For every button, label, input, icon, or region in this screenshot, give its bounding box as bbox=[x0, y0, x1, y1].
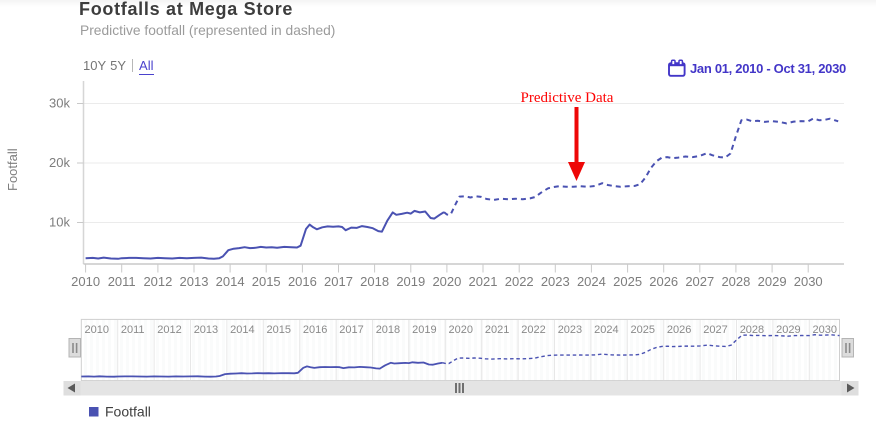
svg-text:2029: 2029 bbox=[758, 274, 787, 289]
svg-text:2030: 2030 bbox=[794, 274, 823, 289]
svg-text:10k: 10k bbox=[49, 215, 70, 230]
svg-text:30k: 30k bbox=[49, 96, 70, 111]
svg-text:2019: 2019 bbox=[396, 274, 425, 289]
svg-text:2024: 2024 bbox=[577, 274, 606, 289]
svg-text:2012: 2012 bbox=[157, 324, 181, 336]
svg-text:2015: 2015 bbox=[267, 324, 291, 336]
svg-text:2018: 2018 bbox=[360, 274, 389, 289]
svg-text:2012: 2012 bbox=[143, 274, 172, 289]
svg-text:Footfall: Footfall bbox=[105, 404, 151, 420]
svg-text:2013: 2013 bbox=[194, 324, 218, 336]
svg-text:2023: 2023 bbox=[541, 274, 570, 289]
svg-text:2030: 2030 bbox=[813, 324, 837, 336]
svg-text:2020: 2020 bbox=[432, 274, 461, 289]
svg-text:2026: 2026 bbox=[667, 324, 691, 336]
svg-text:2018: 2018 bbox=[376, 324, 400, 336]
svg-text:2013: 2013 bbox=[180, 274, 209, 289]
svg-text:2017: 2017 bbox=[324, 274, 353, 289]
svg-text:2022: 2022 bbox=[505, 274, 534, 289]
svg-text:2023: 2023 bbox=[558, 324, 582, 336]
svg-text:2025: 2025 bbox=[613, 274, 642, 289]
svg-text:Footfall: Footfall bbox=[5, 148, 20, 191]
svg-text:2010: 2010 bbox=[71, 274, 100, 289]
svg-text:2022: 2022 bbox=[521, 324, 545, 336]
svg-text:2027: 2027 bbox=[703, 324, 727, 336]
svg-text:2016: 2016 bbox=[288, 274, 317, 289]
svg-text:20k: 20k bbox=[49, 155, 70, 170]
svg-text:2011: 2011 bbox=[121, 324, 145, 336]
svg-text:2021: 2021 bbox=[469, 274, 498, 289]
svg-text:2020: 2020 bbox=[449, 324, 473, 336]
svg-text:2025: 2025 bbox=[631, 324, 655, 336]
svg-text:Predictive Data: Predictive Data bbox=[521, 90, 614, 106]
svg-text:2015: 2015 bbox=[252, 274, 281, 289]
svg-text:2014: 2014 bbox=[230, 324, 254, 336]
svg-text:2019: 2019 bbox=[412, 324, 436, 336]
svg-text:2027: 2027 bbox=[685, 274, 714, 289]
svg-text:2011: 2011 bbox=[108, 274, 136, 289]
svg-text:2029: 2029 bbox=[776, 324, 800, 336]
svg-text:2010: 2010 bbox=[85, 324, 109, 336]
svg-text:2016: 2016 bbox=[303, 324, 327, 336]
svg-text:2017: 2017 bbox=[339, 324, 363, 336]
svg-text:2028: 2028 bbox=[721, 274, 750, 289]
svg-text:2028: 2028 bbox=[740, 324, 764, 336]
svg-text:2024: 2024 bbox=[594, 324, 618, 336]
svg-text:2021: 2021 bbox=[485, 324, 509, 336]
svg-text:2026: 2026 bbox=[649, 274, 678, 289]
svg-text:2014: 2014 bbox=[216, 274, 245, 289]
